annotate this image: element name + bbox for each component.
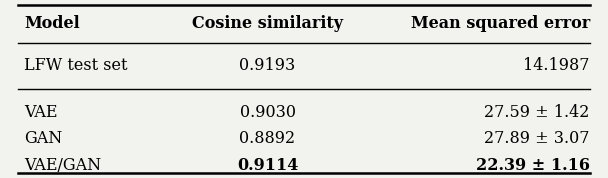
Text: 27.89 ± 3.07: 27.89 ± 3.07 <box>484 130 590 147</box>
Text: Model: Model <box>24 15 80 32</box>
Text: Cosine similarity: Cosine similarity <box>192 15 343 32</box>
Text: 0.9193: 0.9193 <box>240 57 295 74</box>
Text: Mean squared error: Mean squared error <box>410 15 590 32</box>
Text: 27.59 ± 1.42: 27.59 ± 1.42 <box>485 104 590 121</box>
Text: 0.9030: 0.9030 <box>240 104 295 121</box>
Text: 0.8892: 0.8892 <box>240 130 295 147</box>
Text: VAE/GAN: VAE/GAN <box>24 157 102 174</box>
Text: 22.39 ± 1.16: 22.39 ± 1.16 <box>475 157 590 174</box>
Text: GAN: GAN <box>24 130 63 147</box>
Text: 0.9114: 0.9114 <box>237 157 298 174</box>
Text: LFW test set: LFW test set <box>24 57 128 74</box>
Text: VAE: VAE <box>24 104 58 121</box>
Text: 14.1987: 14.1987 <box>523 57 590 74</box>
